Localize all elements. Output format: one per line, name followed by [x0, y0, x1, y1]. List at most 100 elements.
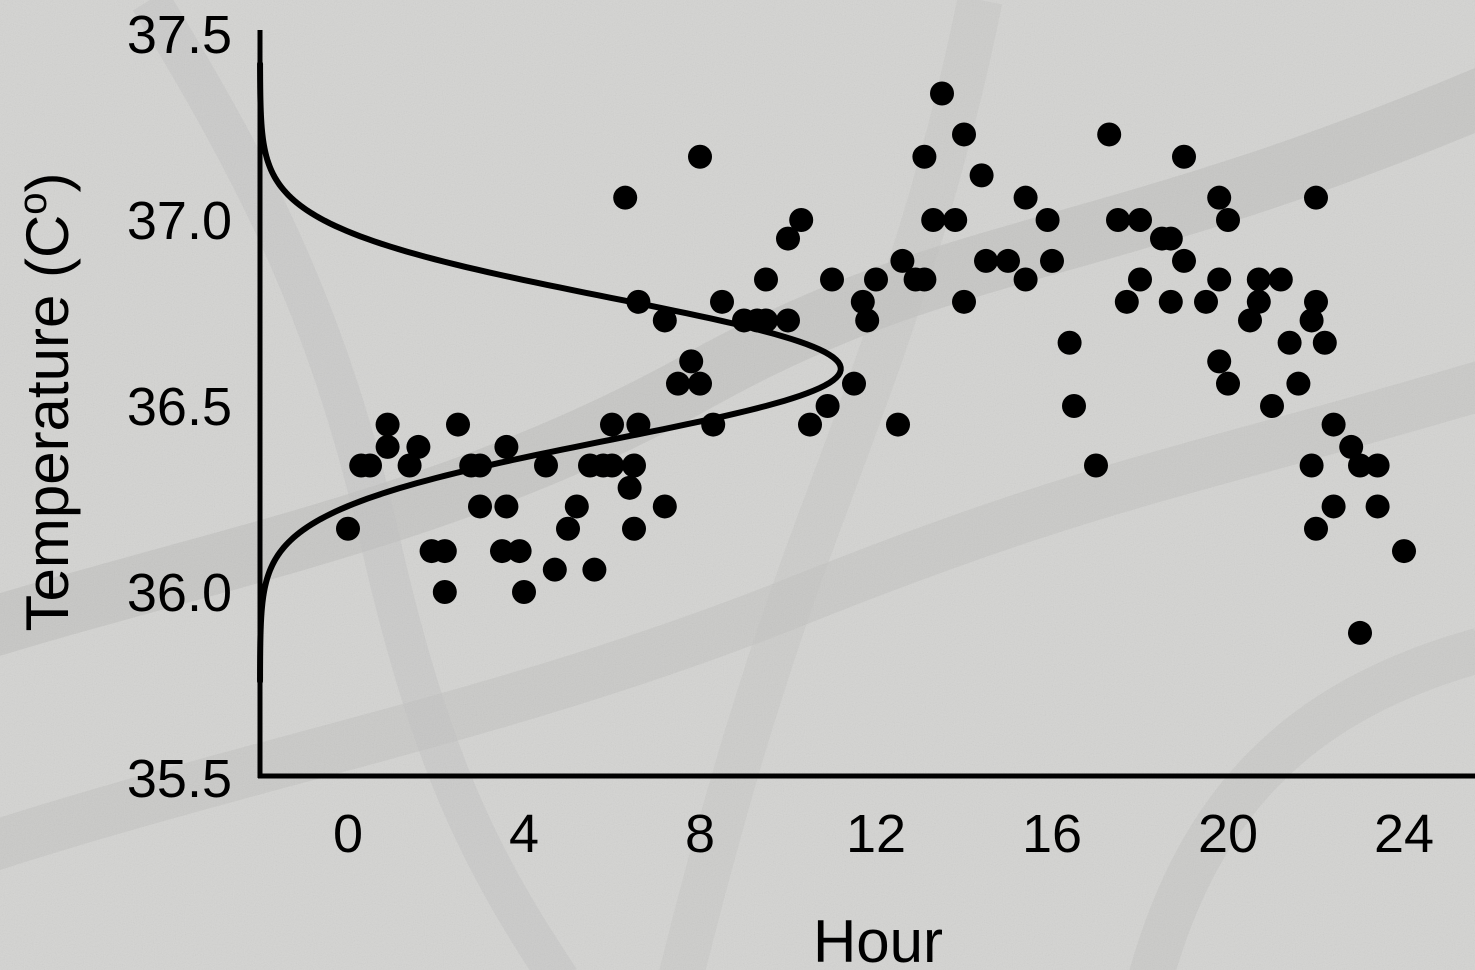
data-point [1097, 122, 1122, 147]
data-point [996, 248, 1020, 273]
data-point [1365, 453, 1390, 478]
data-point [468, 453, 492, 478]
x-tick-label: 8 [685, 804, 715, 864]
data-point [494, 494, 519, 519]
data-point [1348, 620, 1372, 645]
data-point [556, 516, 580, 541]
data-point [626, 412, 651, 437]
data-point [1158, 289, 1183, 314]
data-point [1299, 453, 1324, 478]
data-point [1172, 144, 1196, 169]
data-point [1312, 330, 1337, 355]
data-point [1216, 371, 1240, 396]
x-tick-label: 24 [1374, 804, 1434, 864]
y-tick-label: 37.0 [127, 191, 232, 251]
data-point [710, 289, 734, 314]
data-point [776, 308, 800, 333]
y-tick-label: 37.5 [127, 5, 232, 65]
data-point [974, 248, 998, 273]
data-point [688, 371, 712, 396]
data-point [622, 516, 646, 541]
y-axis-title-sup: o [11, 192, 55, 214]
y-axis-title: Temperature (Co) [11, 172, 81, 631]
x-tick-label: 0 [333, 804, 363, 864]
data-point [1106, 208, 1130, 232]
data-point [1207, 349, 1232, 374]
data-point [842, 371, 866, 396]
data-point [1040, 248, 1064, 273]
data-point [652, 494, 677, 519]
data-point [969, 163, 994, 188]
data-point [1207, 267, 1232, 292]
data-point [930, 81, 954, 106]
data-point [432, 580, 457, 604]
y-tick-label: 36.5 [127, 377, 232, 437]
data-point [613, 185, 638, 210]
data-point [864, 267, 888, 292]
data-point [1114, 289, 1139, 314]
x-tick-label: 16 [1022, 804, 1082, 864]
data-point [626, 289, 651, 314]
data-point [1216, 208, 1240, 232]
data-point [912, 267, 937, 292]
data-point [397, 453, 422, 478]
data-point [1339, 434, 1364, 459]
data-point [1013, 267, 1038, 292]
data-point [1062, 394, 1086, 418]
data-point [1277, 330, 1302, 355]
data-point [375, 412, 400, 437]
data-point [617, 475, 642, 500]
data-point [943, 208, 968, 232]
data-point [1304, 185, 1328, 210]
data-point [358, 453, 382, 478]
data-point [336, 516, 360, 541]
data-point [432, 539, 457, 564]
x-axis-title: Hour [813, 908, 943, 970]
data-point [754, 267, 778, 292]
data-point [1321, 494, 1346, 519]
data-point [1299, 308, 1324, 333]
data-point [512, 580, 536, 604]
data-point [1035, 208, 1060, 232]
data-point [890, 248, 915, 273]
data-point [1084, 453, 1108, 478]
data-point [1246, 267, 1271, 292]
y-tick-label: 35.5 [127, 749, 232, 809]
data-point [582, 557, 607, 582]
data-point [600, 412, 624, 437]
data-point [1158, 226, 1183, 251]
data-point [534, 453, 558, 478]
data-point [798, 412, 822, 437]
data-point [652, 308, 677, 333]
data-point [789, 208, 814, 232]
data-point [1128, 267, 1152, 292]
data-point [1286, 371, 1311, 396]
x-tick-label: 4 [509, 804, 539, 864]
data-point [564, 494, 589, 519]
data-point [815, 394, 840, 418]
data-point [622, 453, 646, 478]
data-point [1268, 267, 1293, 292]
y-axis-title-close: ) [14, 172, 81, 192]
data-point [855, 308, 880, 333]
data-point [886, 412, 910, 437]
data-point [912, 144, 937, 169]
data-point [494, 434, 519, 459]
data-point [1365, 494, 1390, 519]
y-tick-labels: 35.5 36.0 36.5 37.0 37.5 [127, 5, 232, 809]
data-point [446, 412, 470, 437]
data-point [1207, 185, 1232, 210]
data-point [679, 349, 704, 374]
data-point [754, 308, 778, 333]
data-point [1321, 412, 1346, 437]
data-point [1246, 289, 1271, 314]
data-point [701, 412, 726, 437]
data-point [600, 453, 624, 478]
data-point [1194, 289, 1218, 314]
data-point [952, 289, 976, 314]
data-point [1238, 308, 1262, 333]
data-point [1128, 208, 1152, 232]
data-point [1304, 516, 1328, 541]
